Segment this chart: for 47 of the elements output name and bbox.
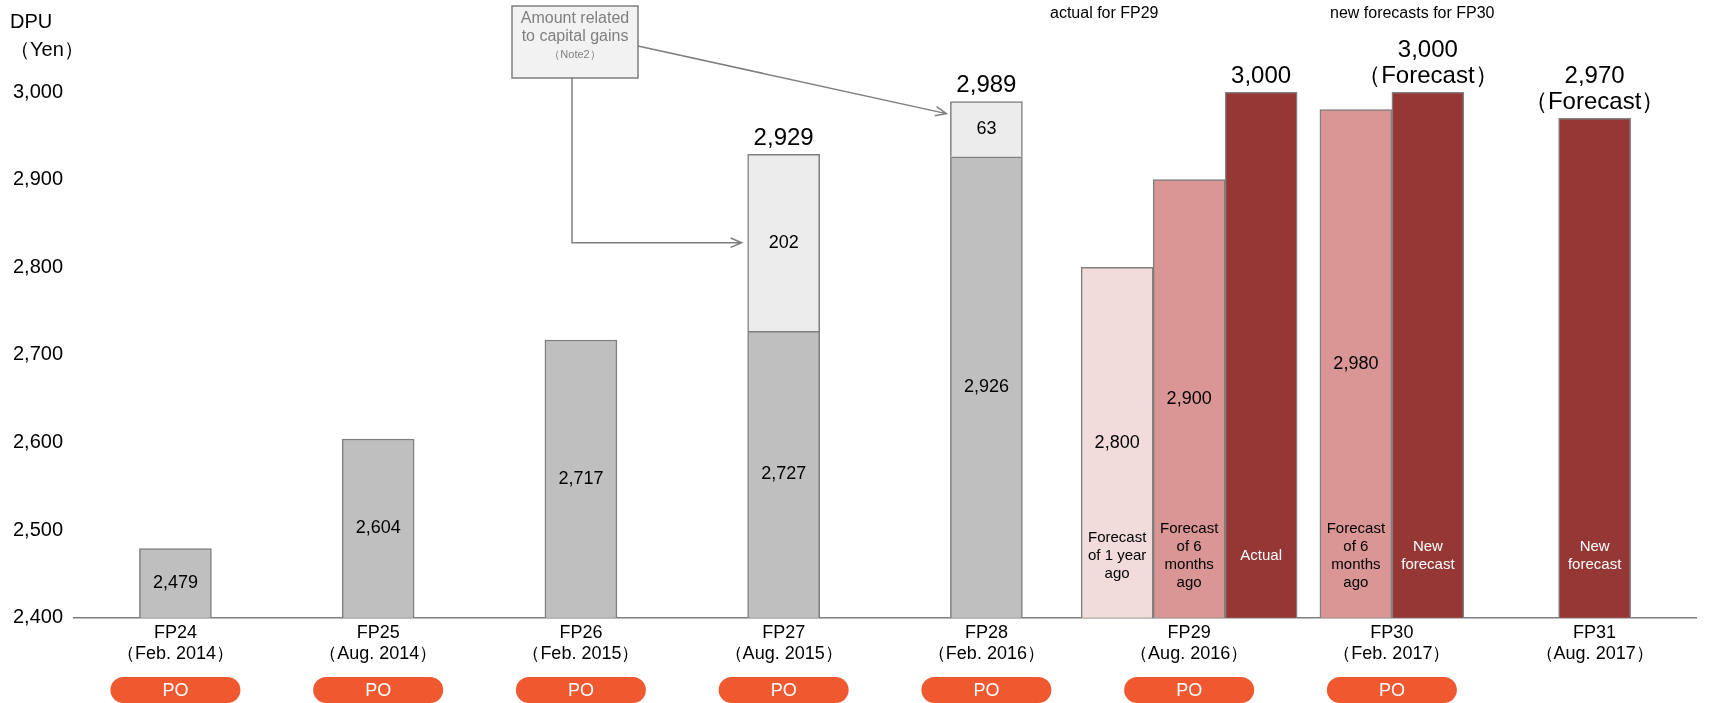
y-tick-label: 2,800 xyxy=(12,254,64,277)
x-tick-label: FP31 （Aug. 2017） xyxy=(1535,621,1654,664)
data-label: 63 xyxy=(976,118,997,139)
text: PO xyxy=(770,679,797,700)
x-tick-label: FP27 （Aug. 2015） xyxy=(724,621,843,664)
total-label: 2,989 xyxy=(956,70,1017,98)
text: PO xyxy=(365,679,392,700)
x-tick-label: FP29 （Aug. 2016） xyxy=(1130,621,1249,664)
series-label: Forecast of 6 months ago xyxy=(1159,518,1220,590)
data-label: 2,604 xyxy=(355,517,401,538)
text: new forecasts for FP30 xyxy=(1330,4,1495,22)
data-label: 202 xyxy=(768,231,799,252)
total-label: 2,929 xyxy=(753,122,814,150)
text: PO xyxy=(1378,679,1405,700)
series-label: Actual xyxy=(1240,545,1282,563)
text: PO xyxy=(567,679,594,700)
data-label: 2,727 xyxy=(761,463,807,484)
text: New forecast xyxy=(1567,536,1622,572)
y-axis-title: DPU （Yen） xyxy=(10,9,84,60)
text: Amount related to capital gains （Note2） xyxy=(520,9,630,61)
x-tick-label: FP25 （Aug. 2014） xyxy=(319,621,438,664)
text: PO xyxy=(162,679,189,700)
y-tick-label: 3,000 xyxy=(12,79,64,102)
data-label: 2,800 xyxy=(1094,431,1140,452)
data-label: 2,900 xyxy=(1166,387,1212,408)
data-label: 2,926 xyxy=(963,376,1009,397)
data-label: 2,980 xyxy=(1333,352,1379,373)
y-tick-label: 2,700 xyxy=(12,342,64,365)
text: PO xyxy=(973,679,1000,700)
x-tick-label: FP30 （Feb. 2017） xyxy=(1333,621,1451,664)
y-tick-label: 2,500 xyxy=(12,517,64,540)
x-tick-label: FP26 （Feb. 2015） xyxy=(522,621,640,664)
text: actual for FP29 xyxy=(1050,4,1159,22)
y-tick-label: 2,900 xyxy=(12,167,64,190)
series-label: New forecast xyxy=(1401,536,1456,572)
data-label: 2,970 （Forecast） xyxy=(1523,60,1666,114)
data-label: 3,000 xyxy=(1231,60,1292,88)
data-label: 2,479 xyxy=(152,572,198,593)
y-tick-label: 2,400 xyxy=(12,605,64,628)
data-label: 3,000 （Forecast） xyxy=(1357,34,1499,88)
x-tick-label: FP28 （Feb. 2016） xyxy=(927,621,1045,664)
data-label: 2,717 xyxy=(558,467,604,488)
text: PO xyxy=(1176,679,1203,700)
x-tick-label: FP24 （Feb. 2014） xyxy=(116,621,234,664)
series-label: Forecast of 1 year ago xyxy=(1087,527,1148,581)
y-tick-label: 2,600 xyxy=(12,430,64,453)
text: Forecast of 6 months ago xyxy=(1326,518,1386,590)
